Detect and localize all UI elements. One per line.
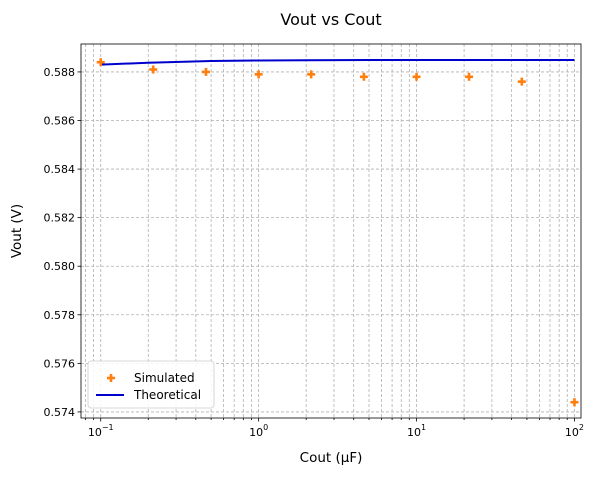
y-tick-label: 0.580: [44, 260, 76, 273]
simulated-point: [359, 72, 368, 81]
y-axis-title: Vout (V): [9, 204, 25, 258]
y-tick-label: 0.588: [44, 66, 76, 79]
y-tick-label: 0.574: [44, 406, 76, 419]
legend-box: [87, 360, 215, 409]
x-tick-label: 101: [407, 423, 426, 439]
simulated-point: [307, 70, 316, 79]
legend-label-theoretical: Theoretical: [133, 388, 201, 402]
y-tick-label: 0.582: [44, 212, 76, 225]
grid: [81, 44, 581, 418]
legend: Simulated Theoretical: [87, 360, 215, 409]
simulated-point: [517, 77, 526, 86]
series-layer: [96, 58, 579, 407]
simulated-point: [149, 65, 158, 74]
y-tick-label: 0.584: [44, 163, 76, 176]
chart-title: Vout vs Cout: [280, 10, 381, 29]
simulated-point: [465, 72, 474, 81]
legend-label-simulated: Simulated: [134, 371, 195, 385]
plot-frame: [80, 43, 582, 419]
y-tick-label: 0.578: [44, 309, 76, 322]
simulated-point: [201, 67, 210, 76]
x-tick-label: 10−1: [88, 423, 114, 439]
ticks: 0.574 0.576 0.578 0.580 0.582 0.584 0.586 0.588…: [44, 66, 585, 439]
simulated-point: [570, 398, 579, 407]
simulated-point: [96, 58, 105, 67]
theoretical-line: [100, 59, 575, 66]
x-tick-label: 100: [249, 423, 268, 439]
simulated-point: [412, 72, 421, 81]
plot-area-background: [81, 44, 581, 418]
simulated-point: [254, 70, 263, 79]
y-tick-label: 0.576: [44, 357, 76, 370]
x-tick-label: 102: [565, 423, 584, 439]
x-axis-title: Cout (μF): [300, 450, 363, 466]
legend-marker-simulated: [107, 374, 115, 382]
y-tick-label: 0.586: [44, 115, 76, 128]
